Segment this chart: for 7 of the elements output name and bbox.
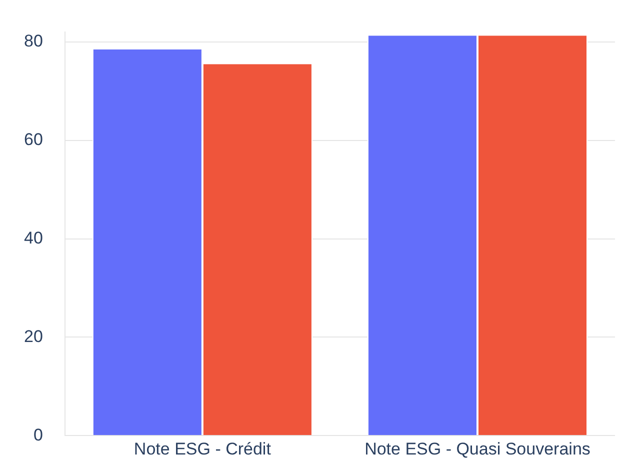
x-tick-label: Note ESG - Crédit bbox=[134, 439, 272, 458]
y-tick-label: 20 bbox=[24, 326, 43, 346]
y-tick-label: 80 bbox=[24, 32, 43, 51]
y-tick-label: 0 bbox=[33, 425, 43, 444]
y-tick-label: 60 bbox=[24, 130, 43, 150]
y-tick-label: 40 bbox=[24, 228, 43, 248]
x-tick-label: Note ESG - Quasi Souverains bbox=[364, 439, 590, 458]
